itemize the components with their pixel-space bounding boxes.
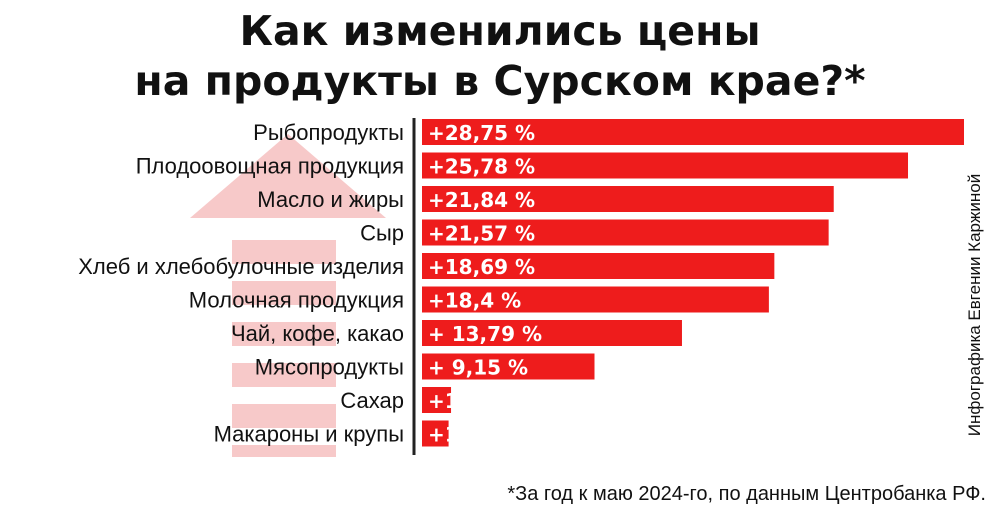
bar (422, 253, 775, 279)
data-label: + 13,79 % (428, 322, 542, 346)
data-label: +18,4 % (428, 289, 521, 313)
data-label: +21,84 % (428, 188, 535, 212)
up-arrow-shaft-segment (232, 322, 336, 346)
data-labels: +28,75 % +25,78 % +21,84 % +21,57 % +18,69 %… (428, 121, 542, 447)
bar (422, 152, 909, 179)
bar (422, 286, 769, 313)
category-label: Сахар (340, 388, 404, 413)
up-arrow-icon (190, 134, 386, 457)
bar (422, 186, 834, 212)
data-label: +1,54 % (428, 389, 521, 413)
bar (422, 320, 682, 346)
category-label: Сыр (360, 221, 404, 246)
category-label: Чай, кофе, какао (231, 321, 404, 346)
category-label: Хлеб и хлебобулочные изделия (78, 254, 404, 279)
category-labels: Рыбопродукты Плодоовощная продукция Масло … (78, 120, 404, 447)
bar (422, 420, 449, 447)
data-label: + 9,15 % (428, 356, 528, 380)
bar (422, 119, 964, 145)
title-line-2: на продукты в Сурском крае?* (134, 57, 866, 105)
data-label: +18,69 % (428, 255, 535, 279)
up-arrow-head (190, 134, 386, 218)
bar (422, 353, 595, 380)
bars (422, 119, 964, 447)
chart-title: Как изменились цены на продукты в Сурско… (0, 6, 1000, 106)
data-label: +25,78 % (428, 155, 535, 179)
category-label: Макароны и крупы (214, 422, 404, 447)
category-label: Плодоовощная продукция (136, 154, 404, 179)
data-label: +28,75 % (428, 121, 535, 145)
title-line-1: Как изменились цены (239, 7, 761, 55)
up-arrow-shaft-segment (232, 363, 336, 387)
infographic-credit: Инфографика Евгении Каржиной (965, 173, 984, 437)
data-label: +21,57 % (428, 222, 535, 246)
category-label: Молочная продукция (189, 288, 404, 313)
up-arrow-shaft-segment (232, 240, 336, 264)
data-label: +1,41 % (428, 423, 521, 447)
category-label: Мясопродукты (255, 355, 404, 380)
category-label: Масло и жиры (257, 187, 404, 212)
up-arrow-shaft-segment (232, 404, 336, 428)
bar (422, 219, 829, 246)
bar (422, 387, 452, 413)
up-arrow-shaft-segment (232, 445, 336, 457)
up-arrow-shaft-segment (232, 281, 336, 305)
footnote: *За год к маю 2024-го, по данным Центроб… (507, 483, 986, 505)
category-label: Рыбопродукты (253, 120, 404, 145)
